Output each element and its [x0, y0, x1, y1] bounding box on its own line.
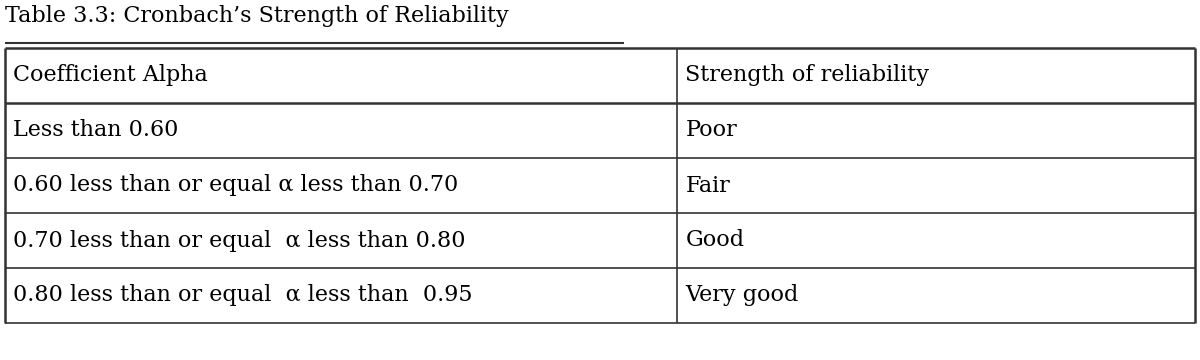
Text: Coefficient Alpha: Coefficient Alpha [13, 64, 208, 86]
Text: Poor: Poor [685, 120, 737, 141]
Text: Fair: Fair [685, 175, 730, 197]
Text: 0.60 less than or equal α less than 0.70: 0.60 less than or equal α less than 0.70 [13, 175, 458, 197]
Text: Less than 0.60: Less than 0.60 [13, 120, 179, 141]
Text: Table 3.3: Cronbach’s Strength of Reliability: Table 3.3: Cronbach’s Strength of Reliab… [5, 5, 509, 27]
Text: Good: Good [685, 230, 744, 252]
Text: 0.80 less than or equal  α less than  0.95: 0.80 less than or equal α less than 0.95 [13, 284, 473, 306]
Text: Very good: Very good [685, 284, 799, 306]
Text: 0.70 less than or equal  α less than 0.80: 0.70 less than or equal α less than 0.80 [13, 230, 466, 252]
Text: Strength of reliability: Strength of reliability [685, 64, 929, 86]
